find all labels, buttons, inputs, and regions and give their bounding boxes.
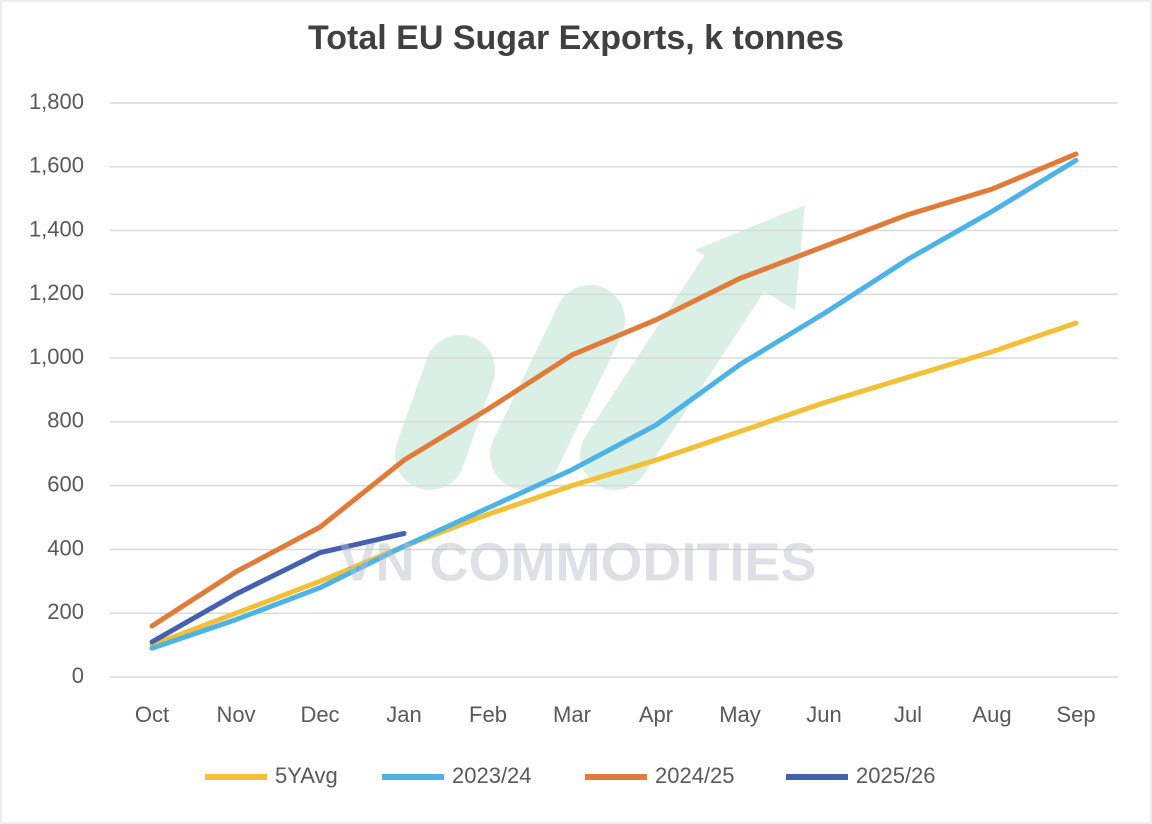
x-tick-label: Sep xyxy=(1056,702,1095,727)
x-tick-label: Jan xyxy=(386,702,421,727)
y-tick-label: 1,800 xyxy=(29,89,84,114)
series-line xyxy=(149,531,407,645)
x-tick-label: Nov xyxy=(216,702,255,727)
watermark: VN COMMODITIES xyxy=(339,532,816,592)
x-tick-label: Mar xyxy=(553,702,591,727)
x-tick-label: Feb xyxy=(469,702,507,727)
y-tick-label: 1,200 xyxy=(29,280,84,305)
y-tick-label: 1,600 xyxy=(29,153,84,178)
x-tick-label: Aug xyxy=(972,702,1011,727)
x-tick-label: Jul xyxy=(894,702,922,727)
x-tick-label: Jun xyxy=(806,702,841,727)
series-line xyxy=(149,320,1079,648)
x-tick-label: Apr xyxy=(639,702,673,727)
y-tick-label: 400 xyxy=(47,535,84,560)
legend-label: 2025/26 xyxy=(856,763,936,788)
series-line xyxy=(149,151,1079,629)
y-tick-label: 1,000 xyxy=(29,344,84,369)
y-tick-label: 200 xyxy=(47,599,84,624)
y-tick-label: 800 xyxy=(47,408,84,433)
series-line xyxy=(149,157,1079,651)
legend-label: 5YAvg xyxy=(275,763,338,788)
legend-label: 2024/25 xyxy=(655,763,735,788)
y-tick-label: 0 xyxy=(72,663,84,688)
legend-label: 2023/24 xyxy=(452,763,532,788)
y-tick-label: 1,400 xyxy=(29,216,84,241)
x-tick-label: Oct xyxy=(135,702,169,727)
chart-title: Total EU Sugar Exports, k tonnes xyxy=(308,19,844,57)
x-tick-label: Dec xyxy=(300,702,339,727)
y-tick-label: 600 xyxy=(47,471,84,496)
x-tick-label: May xyxy=(719,702,761,727)
